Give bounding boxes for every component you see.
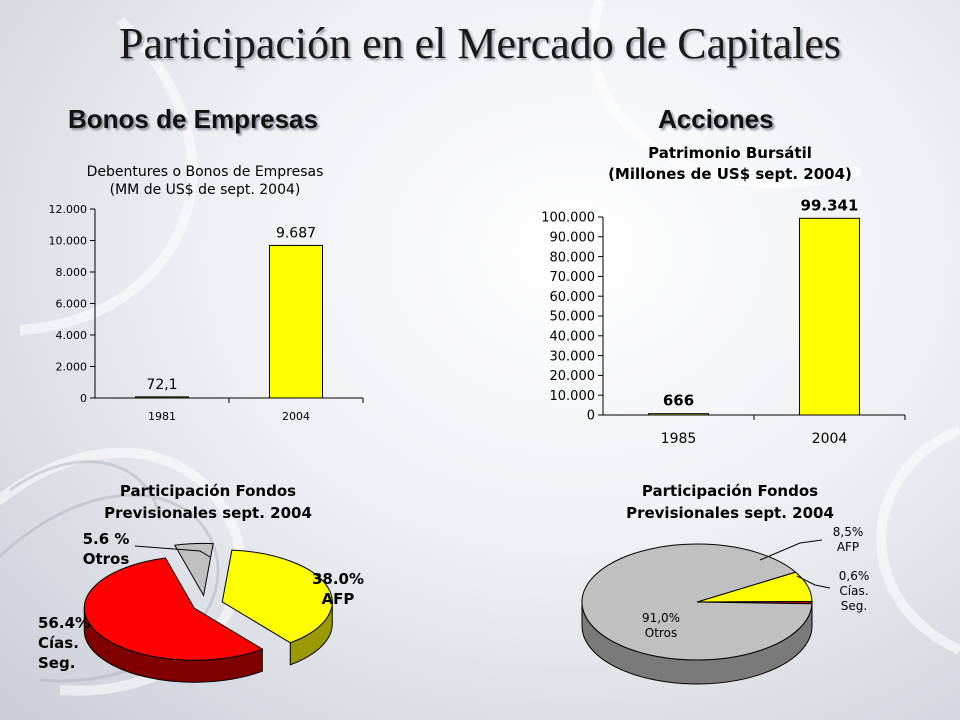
bar2-y-tick-label: 100.000 xyxy=(541,211,595,226)
bar1-title-line: (MM de US$ de sept. 2004) xyxy=(110,182,301,198)
pie1-slice xyxy=(221,549,333,644)
pie1-slice-label: 5.6 % xyxy=(83,530,130,548)
bar2-data-label: 99.341 xyxy=(801,196,859,214)
bar2-y-tick-label: 50.000 xyxy=(550,310,596,325)
pie2-slice-label: 0,6% xyxy=(839,569,870,583)
pie2-slice-label: 8,5% xyxy=(833,525,864,539)
pie1-slice-label: Seg. xyxy=(38,654,75,672)
bar1-y-tick-label: 0 xyxy=(80,392,87,405)
pie1-slice-label: AFP xyxy=(322,590,355,608)
pie2-leader-line xyxy=(759,539,823,561)
bar1-x-label: 1981 xyxy=(148,410,176,423)
bar1-data-label: 72,1 xyxy=(146,377,177,393)
bar2-y-tick-label: 10.000 xyxy=(550,389,596,404)
pie1-title-line: Participación Fondos xyxy=(120,482,296,500)
pie2-slice xyxy=(581,543,813,661)
pie1-leader-line xyxy=(134,545,211,558)
bonds-funds-pie-chart: Participación Fondos Previsionales sept. … xyxy=(38,482,364,683)
pie2-title-line: Participación Fondos xyxy=(642,482,818,500)
bar1-y-tick-label: 8.000 xyxy=(56,266,88,279)
pie1-slice-label: Otros xyxy=(83,550,130,568)
bar2-y-tick-label: 60.000 xyxy=(550,290,596,305)
left-section-heading: Bonos de Empresas xyxy=(68,104,318,134)
bar2-y-tick-label: 30.000 xyxy=(550,349,596,364)
bar1-title-line: Debentures o Bonos de Empresas xyxy=(87,164,324,180)
equity-bar-chart: Patrimonio Bursátil (Millones de US$ sept… xyxy=(541,144,906,447)
right-section-heading: Acciones xyxy=(658,104,774,134)
bar2-title-line: (Millones de US$ sept. 2004) xyxy=(608,165,852,183)
bar1-y-tick-label: 6.000 xyxy=(56,297,88,310)
pie2-slice-label: Seg. xyxy=(841,599,867,613)
bonds-bar-chart: Debentures o Bonos de Empresas (MM de US$… xyxy=(49,164,364,423)
bar1-bar xyxy=(135,396,189,399)
bar1-data-label: 9.687 xyxy=(276,225,316,241)
pie1-slice-label: 56.4% xyxy=(38,614,90,632)
pie2-slice-label: Otros xyxy=(645,626,677,640)
bar1-y-tick-label: 2.000 xyxy=(56,360,88,373)
bar1-y-tick-label: 12.000 xyxy=(49,203,88,216)
bar2-y-tick-label: 70.000 xyxy=(550,270,596,285)
pie2-leader-line xyxy=(796,575,831,589)
pie1-slice xyxy=(83,557,264,661)
bar2-x-label: 1985 xyxy=(661,431,697,447)
equity-funds-pie-chart: Participación Fondos Previsionales sept. … xyxy=(581,482,870,685)
pie2-title-line: Previsionales sept. 2004 xyxy=(626,504,834,522)
bar2-y-tick-label: 90.000 xyxy=(550,230,596,245)
bar1-y-tick-label: 10.000 xyxy=(49,234,88,247)
bar2-data-label: 666 xyxy=(663,392,694,410)
bar2-x-label: 2004 xyxy=(812,431,848,447)
bar2-bar xyxy=(799,217,860,416)
bar2-y-tick-label: 0 xyxy=(587,409,595,424)
slide-title: Participación en el Mercado de Capitales xyxy=(118,19,842,68)
bar2-y-tick-label: 80.000 xyxy=(550,250,596,265)
bar2-y-tick-label: 40.000 xyxy=(550,329,596,344)
bar1-x-label: 2004 xyxy=(282,410,310,423)
bar2-y-tick-label: 20.000 xyxy=(550,369,596,384)
bar2-bar xyxy=(648,413,709,416)
pie2-slice-label: 91,0% xyxy=(642,611,680,625)
pie2-slice-label: Cías. xyxy=(839,584,868,598)
pie1-title-line: Previsionales sept. 2004 xyxy=(104,504,312,522)
bar1-y-tick-label: 4.000 xyxy=(56,329,88,342)
pie1-slice-label: 38.0% xyxy=(312,570,364,588)
bar1-bar xyxy=(269,244,323,399)
pie1-slice-label: Cías. xyxy=(38,634,79,652)
pie1-slice xyxy=(174,542,214,597)
pie2-slice-label: AFP xyxy=(837,540,859,554)
bar2-title-line: Patrimonio Bursátil xyxy=(648,144,812,162)
